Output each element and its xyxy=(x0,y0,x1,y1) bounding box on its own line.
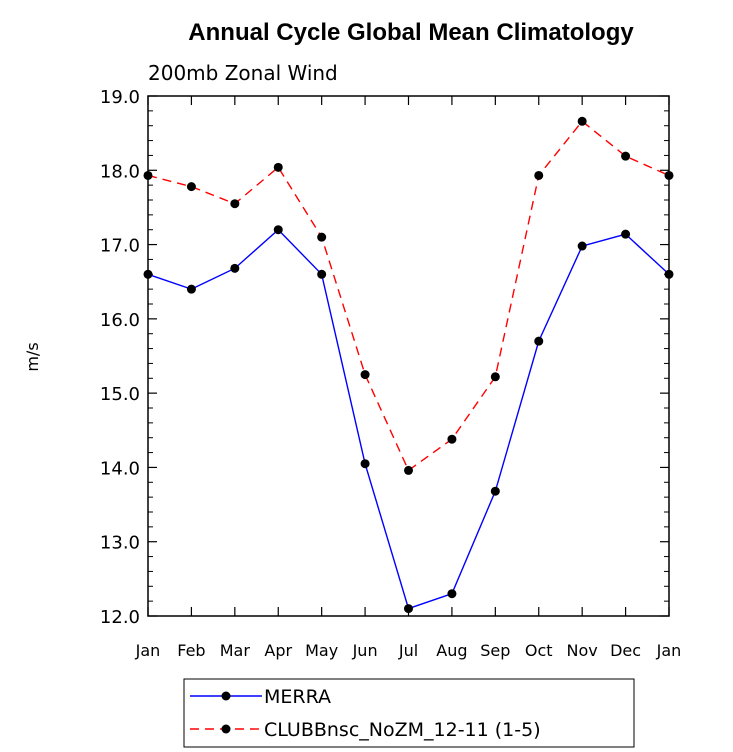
data-point xyxy=(230,263,240,273)
data-point xyxy=(664,170,674,180)
x-axis: Jan Feb Mar Apr May Jun Jul Aug Sep Oct Nov Dec Jan xyxy=(135,96,682,660)
x-tick-label: Jul xyxy=(398,641,418,660)
x-tick-label: Oct xyxy=(525,641,553,660)
x-tick-label: Dec xyxy=(610,641,641,660)
x-tick-label: Feb xyxy=(177,641,205,660)
x-tick-label: May xyxy=(305,641,338,660)
data-point xyxy=(273,225,283,235)
y-tick-label: 14.0 xyxy=(100,458,140,479)
x-tick-label: Jun xyxy=(352,641,378,660)
data-point xyxy=(360,459,370,469)
x-tick-label: Jan xyxy=(656,641,682,660)
data-point xyxy=(577,241,587,251)
series-line-0 xyxy=(147,228,670,610)
data-point xyxy=(621,151,631,161)
x-tick-label: Apr xyxy=(264,641,292,660)
data-point xyxy=(317,269,327,279)
data-point xyxy=(186,284,196,294)
data-point xyxy=(317,232,327,242)
data-point xyxy=(490,372,500,382)
series-layer xyxy=(143,116,674,614)
y-tick-label: 16.0 xyxy=(100,310,140,331)
data-point xyxy=(273,162,283,172)
y-axis-label: m/s xyxy=(23,342,42,371)
legend-label-clubb: CLUBBnsc_NoZM_12-11 (1-5) xyxy=(264,719,541,741)
data-point xyxy=(143,170,153,180)
data-point xyxy=(447,434,457,444)
data-point xyxy=(186,182,196,192)
data-point xyxy=(360,370,370,380)
chart-title: Annual Cycle Global Mean Climatology xyxy=(188,19,634,46)
legend-label-merra: MERRA xyxy=(264,686,331,708)
data-point xyxy=(577,116,587,126)
x-tick-label: Jan xyxy=(135,641,161,660)
series-line-1 xyxy=(147,120,670,472)
y-tick-label: 18.0 xyxy=(100,161,140,182)
data-point xyxy=(404,604,413,614)
data-point xyxy=(143,269,153,279)
data-point xyxy=(534,336,544,346)
data-point xyxy=(490,486,500,496)
data-point xyxy=(447,589,457,599)
data-point xyxy=(621,229,631,239)
data-point xyxy=(404,465,413,475)
legend-marker-merra xyxy=(221,691,231,701)
legend-entry-merra: MERRA xyxy=(190,686,331,708)
x-tick-label: Nov xyxy=(567,641,598,660)
x-tick-label: Sep xyxy=(480,641,510,660)
y-tick-label: 12.0 xyxy=(100,607,140,628)
chart-subtitle: 200mb Zonal Wind xyxy=(148,61,338,85)
y-tick-label: 13.0 xyxy=(100,533,140,554)
x-tick-label: Mar xyxy=(220,641,251,660)
data-point xyxy=(664,269,674,279)
x-tick-label: Aug xyxy=(436,641,467,660)
y-tick-label: 15.0 xyxy=(100,384,140,405)
y-tick-label: 17.0 xyxy=(100,236,140,257)
y-axis: 12.0 13.0 14.0 15.0 16.0 17.0 18.0 19.0 xyxy=(100,87,669,628)
legend-box xyxy=(183,678,635,748)
y-tick-label: 19.0 xyxy=(100,87,140,108)
legend-entry-clubb: CLUBBnsc_NoZM_12-11 (1-5) xyxy=(190,719,541,741)
data-point xyxy=(534,170,544,180)
plot-frame xyxy=(147,95,670,617)
legend-marker-clubb xyxy=(221,724,231,734)
data-point xyxy=(230,199,240,209)
